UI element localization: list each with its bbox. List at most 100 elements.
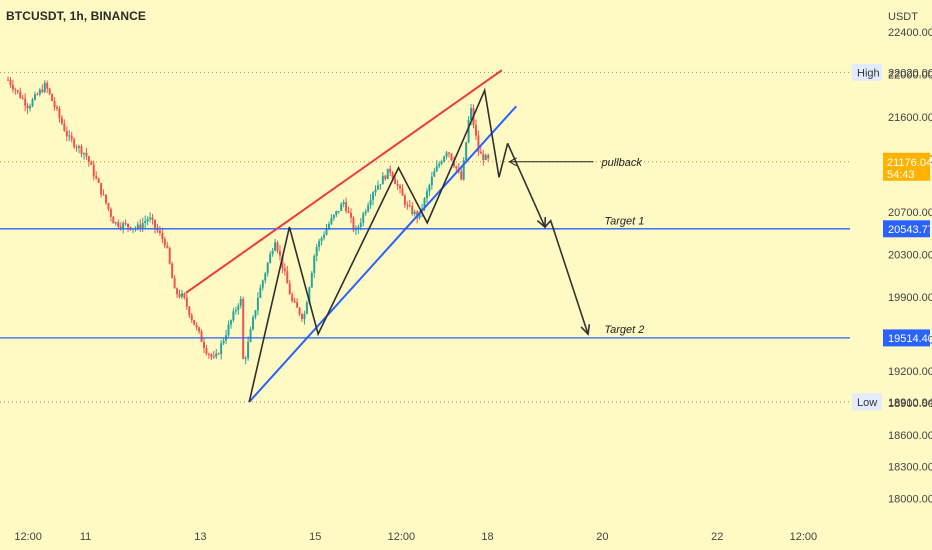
level-badge-target-1: 20543.77 [888,224,932,236]
candle [19,87,22,99]
candle-body [291,294,294,302]
time-tick-label: 12:00 [14,531,42,543]
candle [65,126,68,142]
zigzag-pattern-line[interactable] [248,87,509,403]
annotation-target-2[interactable]: Target 2 [604,324,644,336]
price-axis[interactable]: USDT 18000.00 18300.00 18600.00 18900.00 1920… [850,0,932,550]
candle-body [266,263,269,274]
candle [237,303,240,315]
candle-body [479,151,482,154]
candle-body [281,255,284,269]
candle-body [78,146,81,148]
candle-body [215,353,218,357]
candle-body [301,314,303,320]
candle-body [139,224,142,229]
candle [337,210,340,214]
grid-layer [0,71,850,403]
candle [124,219,127,226]
projection-arrowhead-1 [536,217,547,229]
candle-body [269,254,272,264]
candle-body [401,188,404,196]
candle-body [399,185,401,189]
candle-body [239,299,242,306]
candle-body [51,93,54,102]
candle [401,184,404,196]
candle [318,238,321,252]
candle-body [362,213,365,223]
candle [195,322,198,331]
candle [455,165,458,173]
candle-body [41,89,44,92]
candle-body [9,79,12,85]
candle [340,202,343,212]
candle-body [53,101,56,107]
resistance-trend-line[interactable] [185,69,503,294]
candle-body [293,301,296,303]
candle [171,261,174,279]
candle [244,355,247,365]
time-tick-label: 22 [711,531,723,543]
candle-body [435,166,438,172]
annotation-target-1[interactable]: Target 1 [604,216,644,228]
candle-body [107,203,110,210]
candle-body [198,327,201,332]
support-trend-line[interactable] [248,105,517,403]
candle [460,167,463,181]
candle [193,319,196,326]
price-tick-label: 19200.00 [888,366,932,378]
candle [305,300,308,315]
annotation-pullback[interactable]: pullback [601,157,643,169]
drawings-layer[interactable]: pullback Target 1 Target 2 [0,69,850,403]
candle-body [92,164,95,177]
candle-body [487,155,490,159]
candle-body [342,202,345,205]
candle [215,348,218,359]
time-axis[interactable]: 12:00 11 13 15 12:00 18 20 22 12:00 [14,531,817,543]
symbol-title[interactable]: BTCUSDT, 1h, BINANCE [6,9,147,23]
candle [122,221,125,234]
candle-body [65,130,68,137]
candle-body [102,194,105,196]
candle [198,326,201,334]
candle [484,153,487,161]
candle-body [237,305,240,310]
candle [364,208,367,216]
candle-body [386,168,389,180]
candle [82,152,85,160]
candle-body [256,297,259,311]
candle [173,275,176,289]
time-tick-label: 15 [309,531,321,543]
candle [296,298,299,308]
candle [465,141,468,161]
time-tick-label: 18 [481,531,493,543]
candle [158,226,161,236]
candle-body [394,178,397,185]
candle-body [112,216,115,224]
candle [239,295,242,309]
candle [21,95,24,100]
candle-body [445,152,448,157]
candle [229,319,232,329]
candle [372,191,375,206]
level-badge-target-1-bg [883,220,930,238]
candle [11,79,14,93]
candle-body [31,99,34,107]
candle [271,247,274,257]
candle-body [340,204,343,211]
candle [315,243,318,262]
candle [367,202,370,213]
candle-body [354,229,357,231]
candle-body [465,142,468,161]
candle-body [350,212,352,218]
price-tick-label: 22000.00 [888,69,932,81]
candle [264,271,267,284]
candle-body [229,320,232,325]
candle-body [203,341,205,349]
candle-body [24,98,27,106]
candle [161,227,164,244]
candle [33,91,36,101]
projection-path[interactable] [506,143,589,335]
candle [200,329,203,343]
